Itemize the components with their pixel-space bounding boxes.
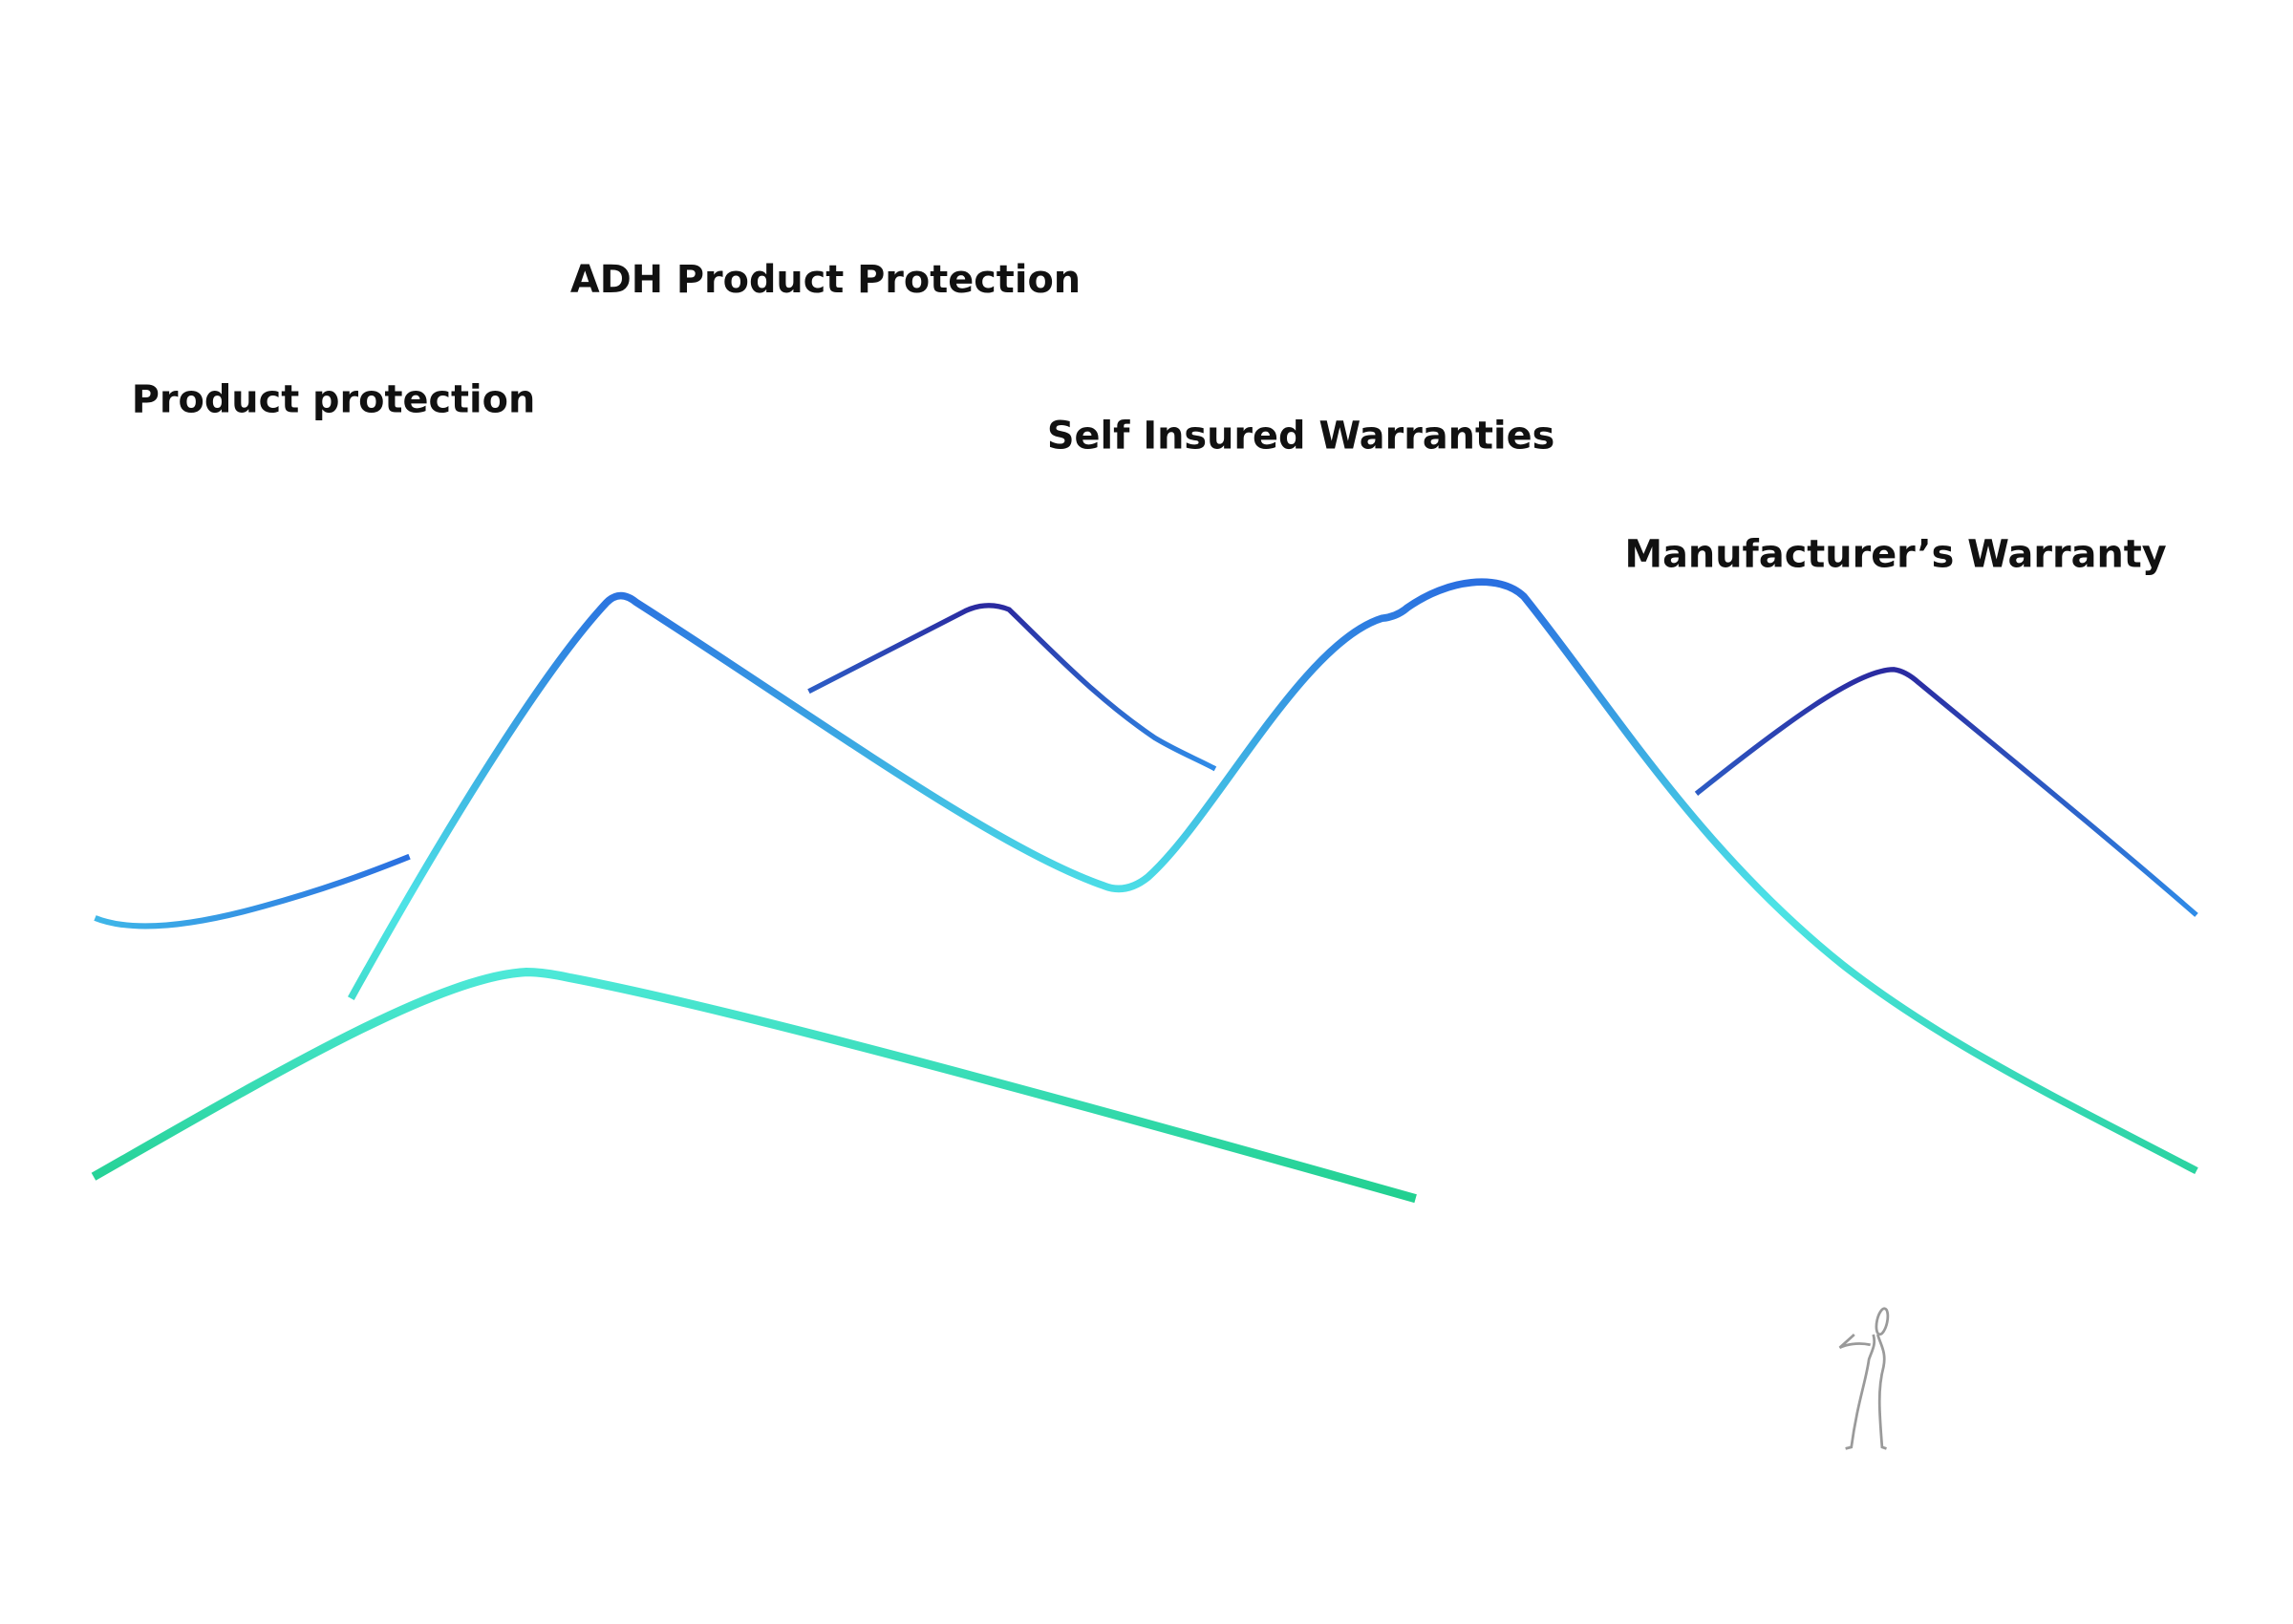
label-self-insured-warranties: Self Insured Warranties	[1047, 415, 1554, 459]
small-left-ridge	[94, 853, 411, 930]
main-ridge	[348, 578, 2198, 1175]
label-manufacturers-warranty: Manufacturer’s Warranty	[1625, 533, 2167, 577]
dark-ridge-right	[1694, 667, 2198, 917]
label-adh-product-protection: ADH Product Protection	[570, 258, 1081, 302]
dark-ridge-center	[807, 603, 1217, 772]
label-product-protection: Product protection	[132, 378, 536, 422]
person-icon	[1838, 1307, 1890, 1450]
front-ridge	[91, 967, 1417, 1204]
